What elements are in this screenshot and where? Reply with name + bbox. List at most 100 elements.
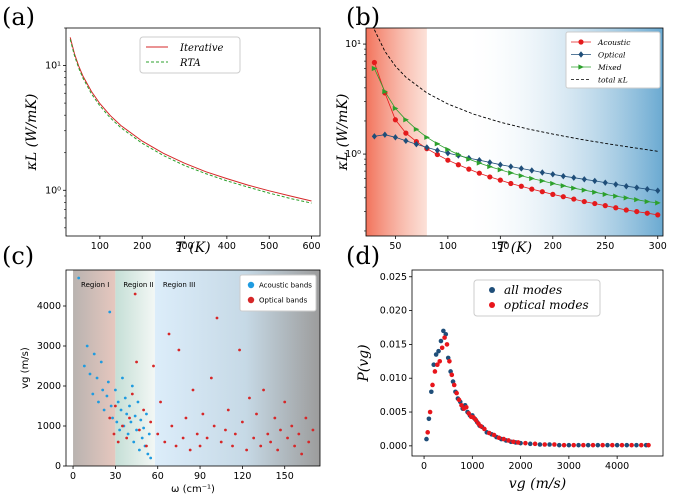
c-series-acoustic-bands-point <box>118 428 122 432</box>
c-series-acoustic-bands-point <box>102 408 106 412</box>
c-region-region-ii <box>115 270 155 466</box>
b-series-optical-point <box>392 134 398 141</box>
d-legend-box <box>473 279 601 317</box>
c-series-acoustic-bands-point <box>129 420 133 424</box>
c-xtick-label: 120 <box>233 471 251 482</box>
d-series-all-modes-point <box>605 442 610 448</box>
d-series-optical-modes-point <box>482 426 487 432</box>
a-xlabel: T (K) <box>175 240 210 256</box>
chart-a: 100 200 300 400 500 600 10⁰ 10¹ Iterative RTA T (K… <box>24 27 321 256</box>
d-series-optical-modes-point <box>486 430 492 436</box>
c-series-acoustic-bands-point <box>82 364 86 368</box>
b-legend: Acoustic Optical Mixed total κL <box>565 31 661 89</box>
d-xtick-label: 4000 <box>605 461 629 472</box>
b-series-optical-point <box>445 149 451 157</box>
b-series-acoustic-point <box>644 210 650 216</box>
d-series-optical-modes-point <box>473 417 479 423</box>
chart-b: 50 100 150 200 250 300 10⁰ 10¹ Acoustic Optical Mi… <box>335 27 667 256</box>
d-ytick-label: 0.025 <box>380 272 407 283</box>
d-series-all-modes-point <box>614 442 620 448</box>
d-series-optical-modes-point <box>449 372 455 378</box>
c-series-optical-bands-point <box>290 424 294 428</box>
d-legend-marker-optical-modes <box>489 302 495 308</box>
b-series-optical-point <box>560 172 566 180</box>
panel-letter-c: (c) <box>2 242 34 270</box>
c-series-optical-bands-point <box>224 428 227 432</box>
c-series-acoustic-bands-point <box>115 420 119 424</box>
c-series-optical-bands-point <box>255 412 258 416</box>
c-series-acoustic-bands-point <box>137 448 141 452</box>
a-legend-label-iterative: Iterative <box>179 43 223 54</box>
c-series-optical-bands-point <box>212 424 216 428</box>
d-series-optical-modes-point <box>646 442 651 448</box>
b-series-acoustic-point <box>508 180 514 187</box>
b-series-optical-point <box>508 163 514 170</box>
c-series-optical-bands-point <box>311 428 315 432</box>
d-series-optical-modes-point <box>430 382 435 388</box>
c-series-optical-bands-point <box>226 408 230 412</box>
b-series-acoustic-point <box>497 177 503 183</box>
c-series-acoustic-bands-point <box>95 376 99 380</box>
d-series-optical-modes-point <box>466 411 472 416</box>
b-series-acoustic-point <box>455 162 461 168</box>
d-series-all-modes-point <box>576 442 581 448</box>
c-series-acoustic-bands-point <box>116 400 120 404</box>
b-series-optical-point <box>371 133 377 140</box>
d-series-optical-modes-point <box>496 435 502 441</box>
c-series-optical-bands-point <box>231 444 234 448</box>
b-series-mixed-point <box>455 151 462 158</box>
d-series-optical-modes-point <box>464 405 469 410</box>
b-legend-label-mixed: Mixed <box>597 63 622 72</box>
c-series-acoustic-bands-point <box>106 380 110 384</box>
d-series-optical-modes-point <box>456 397 462 403</box>
b-series-optical-point <box>434 147 440 154</box>
b-series-acoustic-point <box>550 191 556 197</box>
b-series-optical-point <box>623 183 629 190</box>
d-series-all-modes-point <box>537 442 543 447</box>
c-series-acoustic-bands-point <box>140 436 144 440</box>
b-series-mixed-point <box>371 65 378 72</box>
c-series-optical-bands-point <box>266 432 270 436</box>
c-region-label-region-i: Region I <box>81 281 109 289</box>
b-ytick-label: 10¹ <box>345 39 361 50</box>
c-series-optical-bands-point <box>163 440 167 444</box>
c-ytick-label: 2000 <box>37 381 61 392</box>
c-series-acoustic-bands-point <box>139 418 143 422</box>
d-ytick-label: 0.015 <box>380 339 407 350</box>
c-series-optical-bands-point <box>307 440 311 444</box>
d-series-all-modes-point <box>438 338 444 344</box>
b-xtick-label: 200 <box>544 241 562 252</box>
c-xtick-label: 60 <box>152 471 164 482</box>
b-series-mixed-point <box>518 173 525 179</box>
c-series-acoustic-bands-point <box>105 394 109 398</box>
b-series-mixed-point <box>434 141 441 147</box>
d-legend-label-optical-modes: optical modes <box>504 298 589 312</box>
b-series-acoustic-point <box>581 198 587 205</box>
c-region-region-i <box>73 270 116 466</box>
c-legend: Acoustic bands Optical bands <box>239 274 317 312</box>
d-frame <box>411 269 664 457</box>
c-series-optical-bands-point <box>205 436 209 440</box>
c-series-optical-bands-point <box>262 388 265 392</box>
d-series-optical-modes-point <box>459 402 464 408</box>
c-series-optical-bands-point <box>238 348 241 352</box>
c-series-optical-bands-point <box>137 428 141 432</box>
b-series-mixed-point <box>445 146 451 153</box>
b-series-optical-point <box>382 131 388 138</box>
b-legend-marker-mixed-point <box>578 64 584 70</box>
b-xtick-label: 150 <box>491 241 509 252</box>
b-series-acoustic-point <box>613 205 619 211</box>
c-ytick-label: 1000 <box>37 421 61 432</box>
c-series-optical-bands-point <box>130 392 134 396</box>
b-legend-label-acoustic: Acoustic <box>597 38 631 47</box>
a-legend-box <box>139 36 241 74</box>
d-series-all-modes-point <box>585 442 591 448</box>
d-series-optical-modes-point <box>629 442 634 448</box>
a-series-rta <box>69 39 312 204</box>
b-series-optical-point <box>539 169 545 176</box>
a-frame <box>65 27 321 237</box>
b-series-mixed-point <box>497 167 504 173</box>
c-series-acoustic-bands-point <box>92 352 96 356</box>
b-series-mixed-point <box>487 163 493 170</box>
